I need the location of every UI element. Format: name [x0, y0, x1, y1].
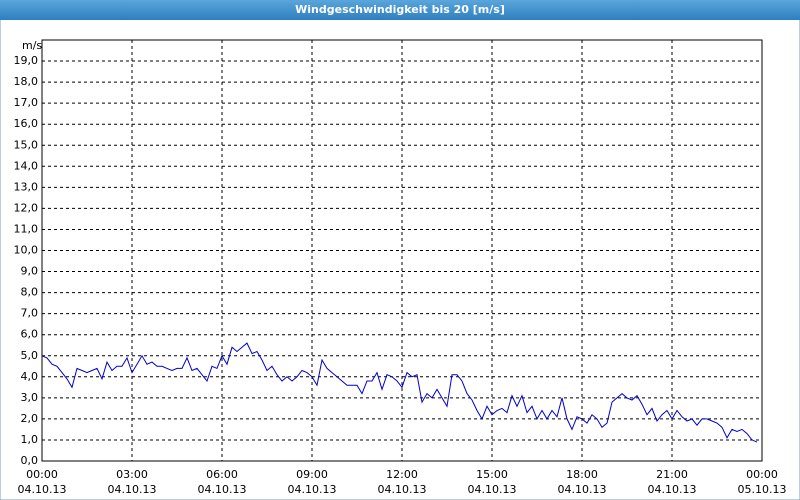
- x-tick-label: 12:00 04.10.13: [378, 468, 427, 496]
- x-tick-label: 18:00 04.10.13: [558, 468, 607, 496]
- data-line: [41, 342, 758, 443]
- x-tick-label: 00:00 04.10.13: [18, 468, 67, 496]
- y-tick-label: 19,0: [14, 54, 39, 67]
- y-tick-label: 17,0: [14, 96, 39, 109]
- y-tick-label: 3,0: [21, 391, 39, 404]
- x-tick-label: 06:00 04.10.13: [198, 468, 247, 496]
- y-tick-label: 16,0: [14, 117, 39, 130]
- title-bar: [0, 0, 800, 20]
- y-tick-label: 11,0: [14, 222, 39, 235]
- y-tick-label: 12,0: [14, 201, 39, 214]
- y-tick-label: 10,0: [14, 244, 39, 257]
- y-unit: m/s: [22, 39, 42, 52]
- y-tick-label: 6,0: [21, 328, 39, 341]
- x-tick-label: 03:00 04.10.13: [108, 468, 157, 496]
- y-tick-label: 1,0: [21, 433, 39, 446]
- y-tick-label: 2,0: [21, 412, 39, 425]
- y-tick-label: 15,0: [14, 138, 39, 151]
- plot-frame: [41, 39, 763, 462]
- y-tick-label: 8,0: [21, 286, 39, 299]
- x-tick-label: 09:00 04.10.13: [288, 468, 337, 496]
- x-tick-label: 21:00 04.10.13: [648, 468, 697, 496]
- x-tick-label: 15:00 04.10.13: [468, 468, 517, 496]
- y-tick-label: 14,0: [14, 159, 39, 172]
- chart-title: Windgeschwindigkeit bis 20 [m/s]: [295, 3, 505, 16]
- y-tick-label: 0,0: [21, 454, 39, 467]
- y-tick-label: 13,0: [14, 180, 39, 193]
- y-tick-label: 18,0: [14, 75, 39, 88]
- y-tick-label: 9,0: [21, 265, 39, 278]
- y-tick-label: 4,0: [21, 370, 39, 383]
- y-tick-label: 7,0: [21, 307, 39, 320]
- x-tick-label: 00:00 05.10.13: [738, 468, 787, 496]
- y-tick-label: 5,0: [21, 349, 39, 362]
